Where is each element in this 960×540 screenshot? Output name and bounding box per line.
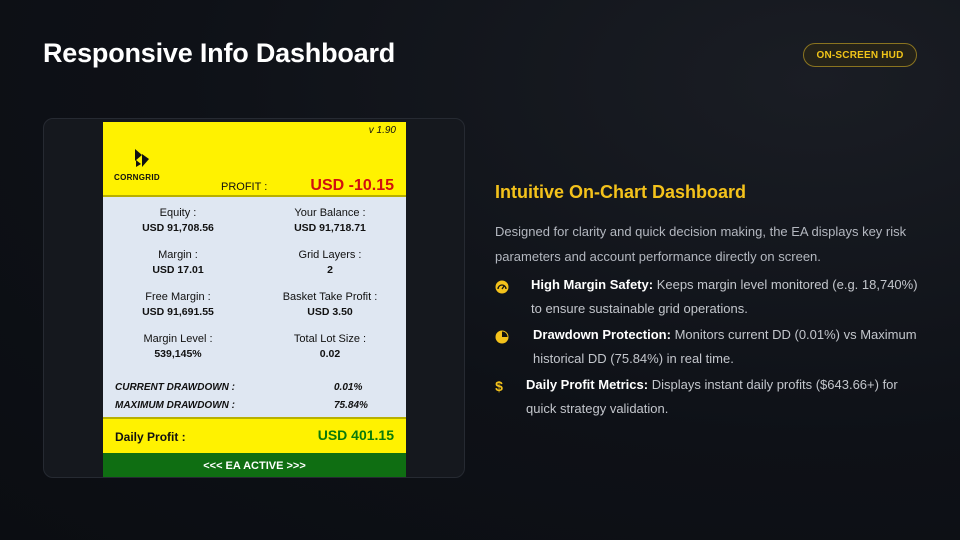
hud-badge: ON-SCREEN HUD — [803, 43, 917, 67]
stat-label: Free Margin : — [145, 291, 211, 303]
feature-title: Daily Profit Metrics: — [526, 377, 649, 392]
ea-version: v 1.90 — [368, 125, 396, 136]
stat-label: Total Lot Size : — [293, 333, 367, 345]
current-drawdown-value: 0.01% — [334, 382, 363, 393]
dollar-icon: $ — [495, 378, 503, 394]
profit-label: PROFIT : — [221, 181, 268, 193]
current-drawdown-label: CURRENT DRAWDOWN : — [115, 382, 235, 393]
stat-balance: Your Balance : USD 91,718.71 — [255, 206, 405, 236]
feature-text: Displays instant daily profits ($643.66+… — [526, 377, 898, 416]
stat-value: 2 — [327, 264, 333, 276]
daily-profit-label: Daily Profit : — [115, 430, 186, 444]
ea-screenshot-frame: v 1.90 CORNGRID PROFIT : USD -10.15 Equi… — [43, 118, 465, 478]
stat-value: USD 91,691.55 — [142, 306, 214, 318]
feature-high-margin-safety: High Margin Safety: Keeps margin level m… — [531, 273, 926, 321]
stat-label: Your Balance : — [294, 207, 366, 219]
maximum-drawdown-value: 75.84% — [334, 400, 368, 411]
stat-label: Margin Level : — [143, 333, 213, 345]
stat-label: Margin : — [158, 249, 198, 261]
stat-label: Grid Layers : — [298, 249, 362, 261]
page-title: Responsive Info Dashboard — [43, 38, 396, 68]
profit-value: USD -10.15 — [310, 177, 394, 194]
stat-equity: Equity : USD 91,708.56 — [103, 206, 253, 236]
feature-daily-profit-metrics: Daily Profit Metrics: Displays instant d… — [526, 373, 921, 421]
stat-label: Equity : — [159, 207, 197, 219]
stat-value: USD 3.50 — [307, 306, 353, 318]
stat-value: 0.02 — [319, 348, 341, 360]
ea-status-bar: <<< EA ACTIVE >>> — [103, 453, 406, 477]
ea-dashboard-panel: v 1.90 CORNGRID PROFIT : USD -10.15 Equi… — [103, 122, 406, 477]
pie-chart-icon — [495, 330, 509, 344]
svg-text:$: $ — [495, 378, 503, 394]
feature-drawdown-protection: Drawdown Protection: Monitors current DD… — [533, 323, 928, 371]
stat-basket-take-profit: Basket Take Profit : USD 3.50 — [255, 290, 405, 320]
feature-title: Drawdown Protection: — [533, 327, 671, 342]
feature-title: High Margin Safety: — [531, 277, 654, 292]
stat-margin-level: Margin Level : 539,145% — [103, 332, 253, 362]
ea-brand: CORNGRID — [114, 173, 160, 182]
stat-free-margin: Free Margin : USD 91,691.55 — [103, 290, 253, 320]
daily-profit-bar: Daily Profit : USD 401.15 — [103, 417, 406, 453]
daily-profit-value: USD 401.15 — [317, 427, 394, 443]
stat-value: USD 91,718.71 — [294, 222, 366, 234]
section-description: Designed for clarity and quick decision … — [495, 224, 907, 264]
section-title: Intuitive On-Chart Dashboard — [495, 182, 747, 202]
stat-margin: Margin : USD 17.01 — [103, 248, 253, 278]
stat-value: USD 17.01 — [152, 264, 204, 276]
stat-total-lot-size: Total Lot Size : 0.02 — [255, 332, 405, 362]
feature-text: Monitors current DD (0.01%) vs Maximum h… — [533, 327, 917, 366]
ea-header: v 1.90 CORNGRID PROFIT : USD -10.15 — [103, 122, 406, 197]
stat-value: USD 91,708.56 — [142, 222, 214, 234]
gauge-icon — [495, 280, 509, 294]
stat-grid-layers: Grid Layers : 2 — [255, 248, 405, 278]
stat-value: 539,145% — [154, 348, 202, 360]
feature-text: Keeps margin level monitored (e.g. 18,74… — [531, 277, 918, 316]
corngrid-logo-icon — [135, 149, 149, 167]
stat-label: Basket Take Profit : — [282, 291, 378, 303]
maximum-drawdown-label: MAXIMUM DRAWDOWN : — [115, 400, 235, 411]
